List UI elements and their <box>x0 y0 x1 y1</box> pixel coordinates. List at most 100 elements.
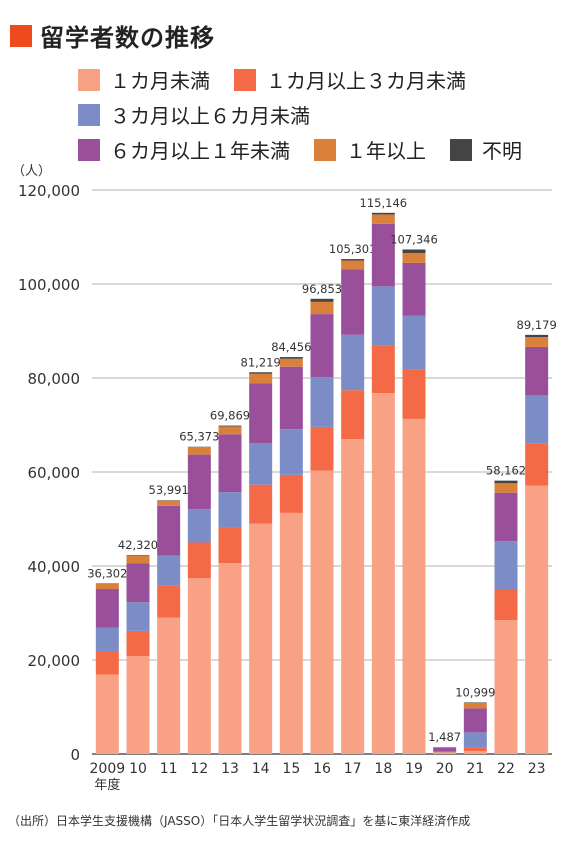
bar-segment <box>341 269 365 335</box>
bar-segment <box>494 620 518 754</box>
bar-segment <box>525 395 549 444</box>
total-label: 10,999 <box>455 685 495 699</box>
total-label: 36,302 <box>87 566 127 580</box>
bar-segment <box>279 474 303 513</box>
bar-segment <box>341 260 365 270</box>
y-tick-label: 100,000 <box>18 276 80 294</box>
bar-segment <box>371 286 395 346</box>
bar-segment <box>157 500 181 506</box>
bar-segment <box>310 301 334 315</box>
y-tick-label: 40,000 <box>28 558 81 576</box>
legend-label: １年以上 <box>346 139 426 163</box>
bar-segment <box>433 747 457 752</box>
bar-segment <box>433 751 457 753</box>
bar-segment <box>187 578 211 754</box>
bar-segment <box>494 480 518 484</box>
total-label: 69,869 <box>210 409 250 423</box>
bar-segment <box>402 252 426 263</box>
bar-segment <box>310 298 334 302</box>
bar-segment <box>249 383 273 444</box>
total-label: 89,179 <box>517 318 557 332</box>
bar-segment <box>249 373 273 384</box>
bar-segment <box>525 334 549 338</box>
bar-segment <box>126 602 150 631</box>
legend-label: １カ月未満 <box>110 69 210 93</box>
bar-segment <box>494 541 518 590</box>
bar-segment <box>371 212 395 215</box>
bar-segment <box>279 429 303 475</box>
total-label: 96,853 <box>302 282 342 296</box>
bar-segment <box>402 262 426 316</box>
bar-segment <box>157 505 181 556</box>
bar-segment <box>249 523 273 754</box>
bar-segment <box>249 484 273 524</box>
bar-segment <box>126 555 150 564</box>
x-tick-label: 12 <box>190 761 208 777</box>
bar-segment <box>463 702 487 709</box>
bar-segment <box>371 214 395 224</box>
bar-segment <box>463 732 487 748</box>
x-tick-label: 22 <box>497 761 515 777</box>
bar-segment <box>463 747 487 752</box>
y-axis-unit: （人） <box>12 164 52 179</box>
total-label: 65,373 <box>179 430 219 444</box>
legend-row: ６カ月以上１年未満 １年以上 不明 <box>78 132 558 167</box>
legend-swatch <box>314 138 336 161</box>
legend-item: １年以上 <box>314 135 426 164</box>
bar-segment <box>433 747 457 748</box>
total-label: 81,219 <box>241 355 281 369</box>
total-label: 115,146 <box>360 196 408 210</box>
bar-segment <box>402 249 426 253</box>
x-tick-label: 年度 <box>94 777 120 793</box>
bar-segment <box>371 345 395 394</box>
bar-segment <box>525 346 549 396</box>
bar-segment <box>279 358 303 367</box>
legend-label: ６カ月以上１年未満 <box>110 139 290 163</box>
bar-segment <box>341 334 365 391</box>
bar-segment <box>341 439 365 754</box>
bar-segment <box>218 492 242 528</box>
legend-label: １カ月以上３カ月未満 <box>266 69 466 93</box>
legend-swatch <box>234 68 256 91</box>
x-tick-label: 2009 <box>90 761 126 777</box>
bar-segment <box>402 315 426 370</box>
bar-segment <box>187 542 211 579</box>
bar-segment <box>126 656 150 754</box>
total-label: 53,991 <box>149 483 189 497</box>
legend-item: １カ月以上３カ月未満 <box>234 65 466 94</box>
bar-segment <box>218 527 242 564</box>
bar-segment <box>187 454 211 510</box>
bar-segment <box>371 223 395 287</box>
bar-segment <box>95 627 119 652</box>
legend-label: 不明 <box>482 139 522 163</box>
total-label: 107,346 <box>390 232 438 246</box>
bar-segment <box>525 337 549 347</box>
legend-swatch <box>450 138 472 161</box>
chart-title: 留学者数の推移 <box>40 24 215 52</box>
bar-segment <box>218 426 242 435</box>
bar-segment <box>494 483 518 493</box>
bar-segment <box>187 509 211 543</box>
bar-segment <box>341 390 365 440</box>
bar-segment <box>279 357 303 359</box>
bar-segment <box>218 434 242 493</box>
x-tick-label: 13 <box>221 761 239 777</box>
bar-segment <box>157 555 181 586</box>
x-tick-label: 21 <box>466 761 484 777</box>
total-label: 58,162 <box>486 464 526 478</box>
bar-segment <box>157 617 181 754</box>
total-label: 84,456 <box>271 340 311 354</box>
bar-segment <box>402 418 426 754</box>
stacked-bar-chart: 0 20,000 40,000 60,000 80,000 100,000 120,000 3… <box>18 182 557 793</box>
bar-segment <box>218 425 242 427</box>
legend-swatch <box>78 103 100 126</box>
bar-segment <box>279 366 303 430</box>
bar-segment <box>157 585 181 618</box>
x-tick-label: 17 <box>344 761 362 777</box>
legend-item: ６カ月以上１年未満 <box>78 135 290 164</box>
x-tick-label: 16 <box>313 761 331 777</box>
x-tick-label: 18 <box>374 761 392 777</box>
legend-item: １カ月未満 <box>78 65 210 94</box>
bar-segment <box>310 426 334 471</box>
